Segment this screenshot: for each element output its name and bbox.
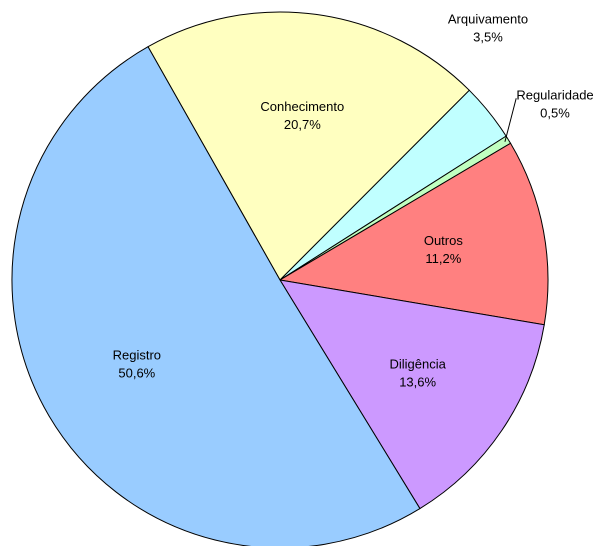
pie-slice [278,279,545,510]
slice-label: Registro [113,348,161,363]
pie-slice [278,142,549,326]
slice-value-label: 3,5% [473,29,503,44]
slice-label: Diligência [389,357,446,372]
slice-value-label: 50,6% [118,366,155,381]
slice-value-label: 13,6% [399,375,436,390]
slice-value-label: 20,7% [284,117,321,132]
slice-label: Arquivamento [448,11,528,26]
leader-line [504,98,517,142]
slice-label: Outros [424,233,464,248]
pie-slice [11,46,421,546]
slice-label: Conhecimento [260,99,344,114]
slice-value-label: 0,5% [540,105,570,120]
pie-slice [147,11,471,281]
slice-label: Regularidade [516,87,593,102]
slice-value-label: 11,2% [425,251,461,266]
